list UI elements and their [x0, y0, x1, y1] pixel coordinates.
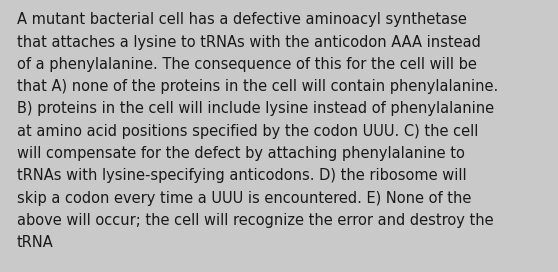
Text: A mutant bacterial cell has a defective aminoacyl synthetase: A mutant bacterial cell has a defective …	[17, 12, 466, 27]
Text: tRNA: tRNA	[17, 235, 54, 250]
Text: above will occur; the cell will recognize the error and destroy the: above will occur; the cell will recogniz…	[17, 213, 493, 228]
Text: B) proteins in the cell will include lysine instead of phenylalanine: B) proteins in the cell will include lys…	[17, 101, 494, 116]
Text: at amino acid positions specified by the codon UUU. C) the cell: at amino acid positions specified by the…	[17, 124, 478, 139]
Text: that A) none of the proteins in the cell will contain phenylalanine.: that A) none of the proteins in the cell…	[17, 79, 498, 94]
Text: will compensate for the defect by attaching phenylalanine to: will compensate for the defect by attach…	[17, 146, 465, 161]
Text: skip a codon every time a UUU is encountered. E) None of the: skip a codon every time a UUU is encount…	[17, 191, 471, 206]
Text: of a phenylalanine. The consequence of this for the cell will be: of a phenylalanine. The consequence of t…	[17, 57, 477, 72]
Text: tRNAs with lysine-specifying anticodons. D) the ribosome will: tRNAs with lysine-specifying anticodons.…	[17, 168, 466, 183]
Text: that attaches a lysine to tRNAs with the anticodon AAA instead: that attaches a lysine to tRNAs with the…	[17, 35, 480, 50]
